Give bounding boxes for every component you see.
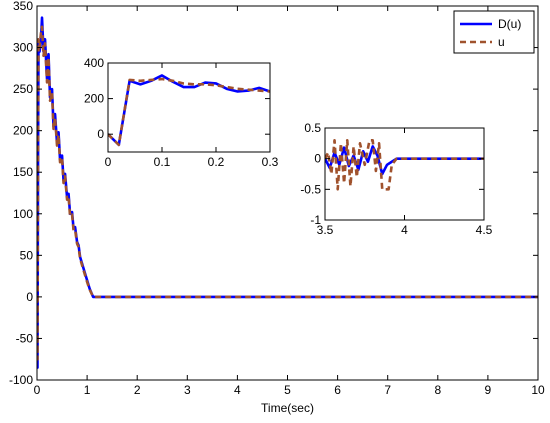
legend-box [453,10,535,54]
inset2-axes: 3.5 4 4.5 -1 -0.5 0 0.5 [300,121,492,237]
inset2-x-tick-label: 4.5 [476,223,493,237]
main-x-tick-label: 8 [434,383,441,397]
inset1-x-tick-label: 0.1 [154,155,171,169]
main-series-u-line [37,25,538,361]
inset1-series-du-line [108,74,270,147]
inset2-series-u-line [325,138,484,191]
legend-label-du: D(u) [498,17,521,31]
x-axis-label: Time(sec) [261,401,314,415]
main-series-group [37,16,538,369]
inset1-series-group [108,74,270,147]
inset1-series-u-line [108,77,270,147]
inset1-x-tick-label: 0.2 [208,155,225,169]
inset1-y-tick-label: 200 [84,92,104,106]
legend: D(u) u [453,10,535,54]
main-y-tick-label: 50 [20,248,34,262]
inset2-y-tick-label: -0.5 [300,182,321,196]
main-x-tick-label: 10 [531,383,545,397]
main-series-du-line [37,16,538,369]
main-y-tick-label: 100 [13,207,33,221]
main-x-tick-label: 3 [184,383,191,397]
main-x-tick-label: 7 [384,383,391,397]
main-y-tick-label: 150 [13,165,33,179]
main-x-tick-label: 1 [84,383,91,397]
inset2-y-tick-label: 0.5 [304,121,321,135]
main-x-tick-label: 6 [334,383,341,397]
main-x-tick-label: 0 [34,383,41,397]
main-x-tick-label: 9 [485,383,492,397]
inset2-series-group [325,138,484,191]
inset2-y-tick-label: -1 [310,213,321,227]
inset1-frame [107,62,271,153]
inset1-axes: 0 0.1 0.2 0.3 0 200 400 [84,56,279,169]
main-y-tick-label: 350 [13,0,33,13]
inset2-y-tick-label: 0 [314,152,321,166]
main-y-tick-label: 0 [26,290,33,304]
main-x-tick-label: 4 [234,383,241,397]
main-y-tick-label: 250 [13,82,33,96]
inset1-x-tick-label: 0 [105,155,112,169]
main-x-tick-label: 5 [284,383,291,397]
main-y-tick-label: -50 [16,331,34,345]
inset1-y-tick-label: 400 [84,56,104,70]
inset2-x-tick-label: 4 [401,223,408,237]
legend-label-u: u [498,35,505,49]
inset2-series-du-line [325,145,484,176]
inset1-y-tick-label: 0 [97,127,104,141]
inset1-x-tick-label: 0.3 [262,155,279,169]
main-y-tick-label: 200 [13,124,33,138]
main-y-tick-label: 300 [13,41,33,55]
main-x-tick-label: 2 [134,383,141,397]
inset2-x-tick-label: 3.5 [317,223,334,237]
inset1-plot-area [108,63,270,152]
inset2-plot-area [325,128,484,220]
main-y-tick-label: -100 [9,373,33,387]
